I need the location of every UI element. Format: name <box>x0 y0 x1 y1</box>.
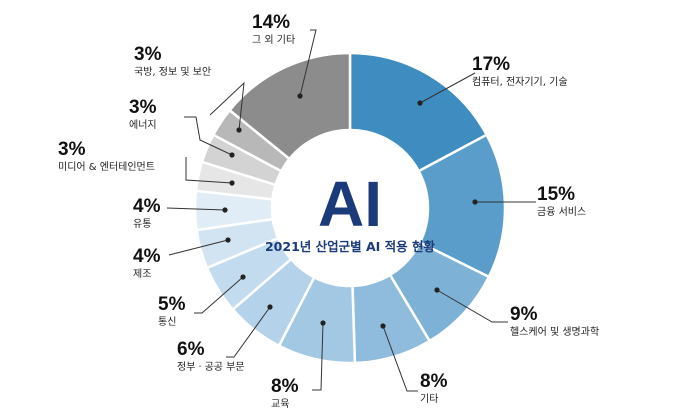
slice-category-label: 유통 <box>133 218 151 230</box>
leader-line <box>194 276 244 314</box>
slice-value-label: 3% <box>134 44 162 65</box>
slice-category-label: 그 외 기타 <box>252 34 295 46</box>
slice-value-label: 3% <box>58 139 86 160</box>
slice-category-label: 정부ㆍ공공 부문 <box>177 361 245 373</box>
donut-slice <box>348 51 489 173</box>
slice-category-label: 통신 <box>158 316 176 328</box>
slice-category-label: 기타 <box>420 393 438 405</box>
slice-value-label: 6% <box>177 339 205 360</box>
slice-category-label: 헬스케어 및 생명과학 <box>510 326 599 338</box>
leader-line <box>436 289 508 323</box>
donut-slices <box>193 51 507 365</box>
slice-category-label: 미디어 & 엔터테인먼트 <box>58 161 155 173</box>
leader-dot <box>417 100 423 106</box>
leader-dot <box>229 152 235 158</box>
leader-dot <box>472 199 478 205</box>
leader-line <box>184 116 233 156</box>
slice-value-label: 9% <box>510 304 538 325</box>
slice-value-label: 14% <box>252 12 290 33</box>
leader-line <box>382 325 418 392</box>
leader-line <box>166 207 226 211</box>
chart-title: 2021년 산업군별 AI 적용 현황 <box>265 239 436 254</box>
slice-value-label: 15% <box>537 184 575 205</box>
leader-dot <box>222 207 228 213</box>
slice-category-label: 금융 서비스 <box>537 206 586 218</box>
slice-category-label: 에너지 <box>129 119 157 131</box>
leader-lines <box>166 29 536 392</box>
slice-category-label: 컴퓨터, 전자기기, 기술 <box>472 76 568 88</box>
slice-value-label: 8% <box>271 376 299 397</box>
leader-dot <box>297 93 303 99</box>
leader-dot <box>320 320 326 326</box>
slice-value-label: 3% <box>129 97 157 118</box>
slice-category-label: 국방, 정보 및 보안 <box>134 66 211 78</box>
leader-line <box>185 157 233 184</box>
leader-dot <box>380 323 386 329</box>
donut-slice <box>227 51 352 161</box>
slice-category-label: 교육 <box>271 398 289 410</box>
leader-line <box>419 72 476 104</box>
leader-line <box>312 322 324 391</box>
slice-labels: 17%컴퓨터, 전자기기, 기술 15%금융 서비스 9%헬스케어 및 생명과학 8%… <box>58 12 599 410</box>
slice-value-label: 4% <box>133 196 161 217</box>
slice-value-label: 4% <box>133 246 161 267</box>
slice-value-label: 17% <box>472 54 510 75</box>
leader-line <box>168 239 229 256</box>
slice-category-label: 제조 <box>133 268 151 280</box>
leader-dot <box>229 180 235 186</box>
leader-dot <box>434 287 440 293</box>
leader-line <box>299 29 317 97</box>
leader-dot <box>267 304 273 310</box>
center-ai-text: AI <box>318 168 382 240</box>
leader-dot <box>240 274 246 280</box>
leader-line <box>209 81 245 131</box>
leader-dot <box>225 237 231 243</box>
slice-value-label: 8% <box>420 371 448 392</box>
leader-line <box>226 306 271 358</box>
leader-dot <box>236 127 242 133</box>
slice-value-label: 5% <box>158 294 186 315</box>
